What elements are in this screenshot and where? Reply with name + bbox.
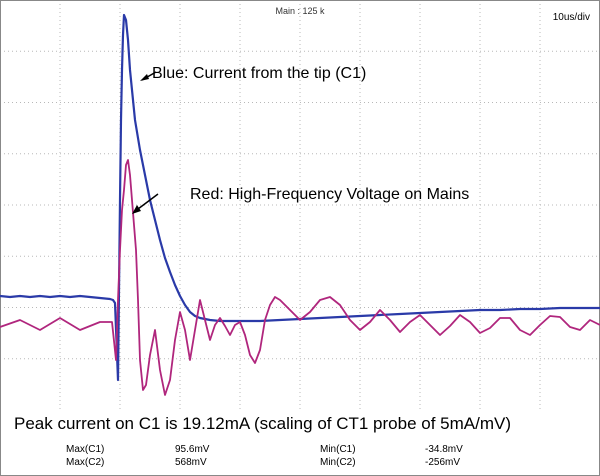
peak-current-caption: Peak current on C1 is 19.12mA (scaling o…: [14, 414, 512, 433]
scale-label: 10us/div: [552, 12, 590, 23]
trace-c2: [0, 159, 600, 396]
timebase-label: Main : 125 k: [275, 6, 325, 16]
min-c1-value: -34.8mV: [425, 444, 463, 455]
trace-c1: [0, 13, 600, 382]
max-c1-value: 95.6mV: [175, 444, 210, 455]
traces: [0, 13, 600, 396]
annotation-blue: Blue: Current from the tip (C1): [152, 65, 367, 82]
annotation-red: Red: High-Frequency Voltage on Mains: [190, 186, 470, 203]
max-c2-value: 568mV: [175, 457, 207, 468]
arrow-blue: [140, 71, 157, 81]
max-c2-label: Max(C2): [66, 457, 105, 468]
min-c2-value: -256mV: [425, 457, 461, 468]
min-c1-label: Min(C1): [320, 444, 356, 455]
min-c2-label: Min(C2): [320, 457, 356, 468]
arrow-red: [132, 193, 159, 214]
max-c1-label: Max(C1): [66, 444, 105, 455]
